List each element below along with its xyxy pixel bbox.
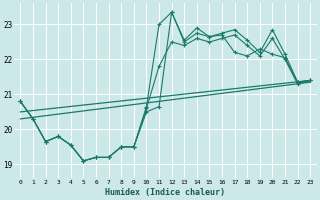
X-axis label: Humidex (Indice chaleur): Humidex (Indice chaleur) bbox=[105, 188, 225, 197]
